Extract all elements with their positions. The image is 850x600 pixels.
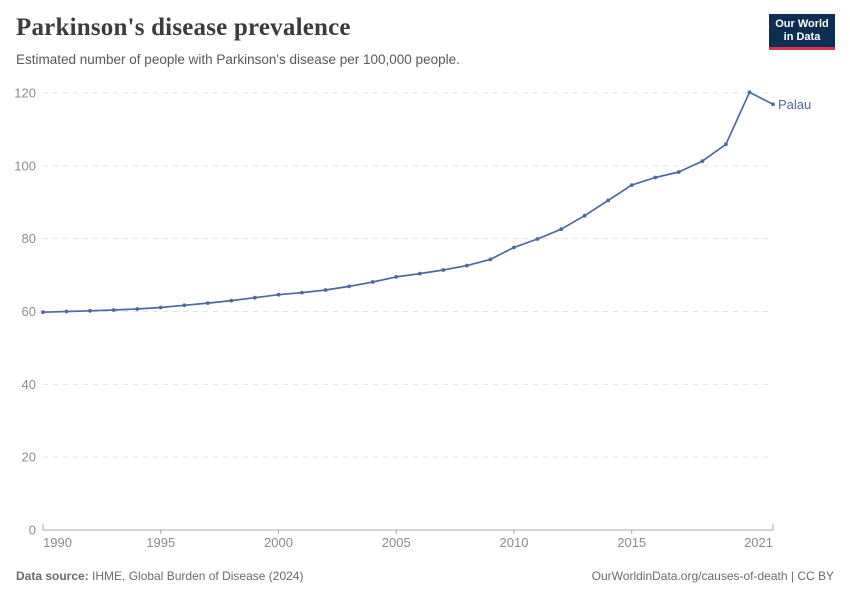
data-point-2019 [724, 142, 728, 147]
data-point-2009 [488, 257, 493, 262]
y-tick-label-40: 40 [22, 377, 36, 392]
y-tick-label-60: 60 [22, 304, 36, 319]
x-tick-label-2015: 2015 [617, 535, 646, 550]
data-point-2010 [512, 245, 516, 250]
data-point-2006 [417, 271, 422, 276]
data-point-2016 [653, 175, 658, 180]
data-source: Data source: IHME, Global Burden of Dise… [16, 569, 303, 583]
data-point-1999 [253, 295, 257, 300]
x-tick-label-2010: 2010 [500, 535, 529, 550]
data-point-2021 [771, 102, 775, 107]
x-tick-label-2021: 2021 [744, 535, 773, 550]
x-tick-label-1995: 1995 [146, 535, 175, 550]
series-line-palau [42, 91, 774, 314]
page-title: Parkinson's disease prevalence [16, 14, 351, 41]
x-tick-label-2005: 2005 [382, 535, 411, 550]
data-point-1995 [158, 305, 163, 310]
data-point-2001 [300, 290, 304, 295]
data-point-2004 [370, 280, 375, 284]
data-point-1997 [205, 301, 210, 305]
x-tick-label-1990: 1990 [43, 535, 72, 550]
y-tick-label-0: 0 [29, 523, 36, 538]
x-tick-label-2000: 2000 [264, 535, 293, 550]
data-point-1993 [111, 308, 116, 312]
owid-logo: Our World in Data [769, 14, 835, 50]
x-axis [42, 524, 774, 531]
y-tick-label-20: 20 [22, 450, 36, 465]
data-point-1996 [182, 303, 187, 308]
data-point-2017 [676, 170, 681, 174]
data-point-2013 [582, 213, 587, 218]
data-point-2005 [394, 275, 399, 279]
data-point-1994 [135, 307, 140, 311]
data-point-2012 [559, 227, 563, 232]
data-point-1992 [88, 308, 92, 313]
data-point-2008 [465, 263, 469, 268]
data-point-2020 [747, 90, 752, 95]
data-point-2000 [276, 292, 281, 297]
data-source-label: Data source: [16, 569, 89, 583]
owid-logo-line1: Our World [775, 17, 829, 30]
chart-footer: Data source: IHME, Global Burden of Dise… [16, 569, 834, 583]
chart-subtitle: Estimated number of people with Parkinso… [16, 52, 460, 67]
credit-link: OurWorldinData.org/causes-of-death | CC … [591, 569, 834, 583]
owid-logo-line2: in Data [783, 30, 821, 43]
y-tick-label-80: 80 [22, 231, 36, 246]
data-point-2015 [629, 183, 634, 188]
data-point-1991 [64, 309, 69, 314]
data-point-2002 [323, 288, 328, 292]
data-point-1998 [229, 298, 234, 303]
data-point-2014 [606, 198, 611, 203]
data-point-2018 [700, 159, 705, 164]
data-point-1990 [41, 310, 45, 315]
data-source-text: IHME, Global Burden of Disease (2024) [88, 569, 304, 583]
y-tick-label-100: 100 [14, 158, 36, 173]
data-point-2007 [441, 268, 446, 272]
data-point-2011 [535, 237, 540, 241]
data-point-2003 [347, 284, 351, 289]
y-tick-label-120: 120 [14, 86, 36, 101]
series-end-label: Palau [778, 97, 811, 112]
